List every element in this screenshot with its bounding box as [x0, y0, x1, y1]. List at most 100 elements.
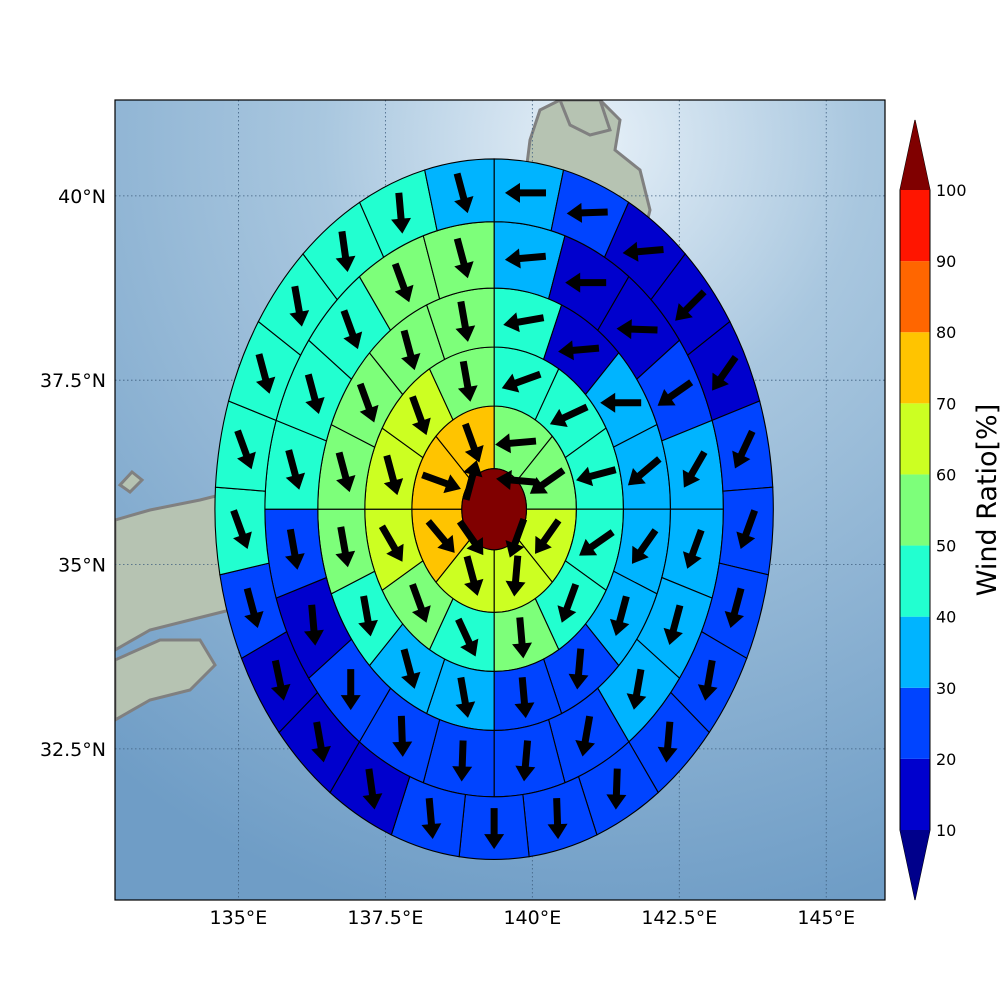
wind-arrow-glyph — [311, 721, 331, 763]
wind-arrow — [304, 373, 325, 415]
lon-tick-label: 145°E — [797, 907, 855, 929]
colorbar-block — [900, 261, 930, 333]
land-shikoku — [115, 638, 217, 722]
wind-arrow — [335, 230, 356, 273]
wind-arrow — [409, 583, 431, 623]
wind-arrow — [456, 519, 484, 556]
wind-arrow — [549, 403, 589, 427]
colorbar: 10 20 30 40 50 60 70 80 90 100 Wind Ratio[%] — [899, 119, 1000, 901]
wind-arrow — [455, 676, 476, 718]
wind-arrow — [335, 526, 356, 568]
wind-ratio-cells — [214, 158, 774, 860]
wind-arrow — [675, 289, 707, 321]
wind-arrow — [391, 192, 412, 234]
wind-arrow — [243, 587, 264, 629]
wind-arrow-glyph — [600, 392, 642, 413]
wind-arrow-glyph — [270, 659, 291, 701]
wind-arrow-glyph — [362, 768, 383, 810]
wind-arrow — [462, 460, 483, 501]
wind-arrow — [409, 395, 431, 436]
wind-arrow-glyph — [505, 517, 528, 558]
wind-arrow — [421, 471, 461, 494]
wind-arrow-glyph — [675, 289, 707, 321]
wind-arrow — [457, 360, 478, 402]
wind-arrow-glyph — [463, 555, 484, 596]
wind-arrow-glyph — [495, 433, 537, 454]
wind-arrow — [356, 382, 379, 423]
colorbar-block — [900, 616, 930, 688]
wind-arrow-glyph — [575, 715, 595, 757]
wind-arrow — [515, 740, 536, 782]
land-oki — [117, 469, 145, 494]
wind-arrow — [622, 241, 664, 262]
wind-arrow-glyph — [452, 740, 473, 782]
wind-arrow — [452, 740, 473, 782]
wind-arrow — [362, 768, 383, 810]
wind-arrow — [616, 319, 658, 340]
land-hokkaido — [558, 100, 612, 137]
wind-arrow — [230, 509, 252, 549]
wind-arrow-glyph — [358, 595, 378, 637]
wind-arrow-glyph — [505, 555, 526, 597]
wind-arrow — [505, 555, 526, 597]
wind-arrow-glyph — [335, 230, 356, 273]
lat-tick-label: 35°N — [58, 555, 106, 577]
lat-tick-labels: 40°N 37.5°N 35°N 32.5°N — [40, 186, 106, 761]
wind-arrow-glyph — [529, 467, 566, 494]
wind-arrow-glyph — [503, 312, 545, 333]
wind-arrow — [547, 797, 568, 840]
lon-tick-label: 135°E — [210, 907, 268, 929]
wind-arrow-glyph — [392, 715, 413, 757]
wind-arrow-glyph — [496, 470, 538, 490]
wind-arrow-glyph — [421, 797, 442, 840]
wind-arrow-glyph — [565, 272, 607, 293]
colorbar-block — [900, 332, 930, 404]
wind-arrow-glyph — [340, 669, 361, 711]
wind-arrow — [400, 648, 421, 689]
wind-arrow — [600, 392, 642, 413]
wind-arrow — [234, 429, 256, 470]
wind-arrow-glyph — [622, 241, 664, 262]
colorbar-under-triangle — [900, 830, 930, 900]
wind-arrow — [503, 312, 545, 333]
wind-arrow-glyph — [255, 353, 276, 394]
colorbar-tick-label: 50 — [936, 537, 956, 556]
colorbar-title: Wind Ratio[%] — [972, 404, 1000, 596]
colorbar-tick-label: 100 — [936, 181, 967, 200]
lon-tick-labels: 135°E 137.5°E 140°E 142.5°E 145°E — [210, 907, 856, 929]
wind-arrow-glyph — [289, 285, 310, 327]
wind-arrow — [289, 285, 310, 327]
wind-arrow — [575, 715, 595, 757]
wind-arrow-glyph — [425, 519, 455, 553]
wind-arrow-glyph — [304, 373, 325, 415]
wind-arrow-glyph — [626, 668, 647, 710]
wind-arrow — [383, 454, 404, 496]
wind-arrow — [609, 595, 630, 637]
colorbar-block — [900, 403, 930, 475]
wind-arrow-glyph — [462, 460, 483, 501]
wind-arrow — [504, 248, 547, 269]
wind-arrow — [558, 340, 600, 361]
wind-arrow-glyph — [682, 450, 708, 488]
lat-tick-label: 37.5°N — [40, 370, 106, 392]
lat-tick-label: 40°N — [58, 186, 106, 208]
wind-arrow-glyph — [409, 395, 431, 436]
wind-arrow — [391, 262, 414, 303]
wind-arrow — [627, 456, 662, 486]
wind-arrow-glyph — [576, 466, 617, 487]
wind-arrow-glyph — [356, 382, 379, 423]
wind-arrow-glyph — [340, 309, 363, 350]
wind-arrow-glyph — [456, 519, 484, 556]
wind-arrow — [663, 604, 684, 645]
wind-arrow — [514, 677, 535, 719]
wind-arrow-glyph — [484, 808, 505, 850]
wind-arrow — [255, 353, 276, 394]
colorbar-tick-label: 30 — [936, 679, 956, 698]
wind-arrow-glyph — [455, 676, 476, 718]
colorbar-block — [900, 758, 930, 830]
wind-arrow — [606, 768, 627, 810]
wind-arrow-glyph — [504, 248, 547, 269]
wind-arrow — [505, 517, 528, 558]
wind-arrow — [270, 659, 291, 701]
wind-arrow-glyph — [557, 583, 580, 623]
